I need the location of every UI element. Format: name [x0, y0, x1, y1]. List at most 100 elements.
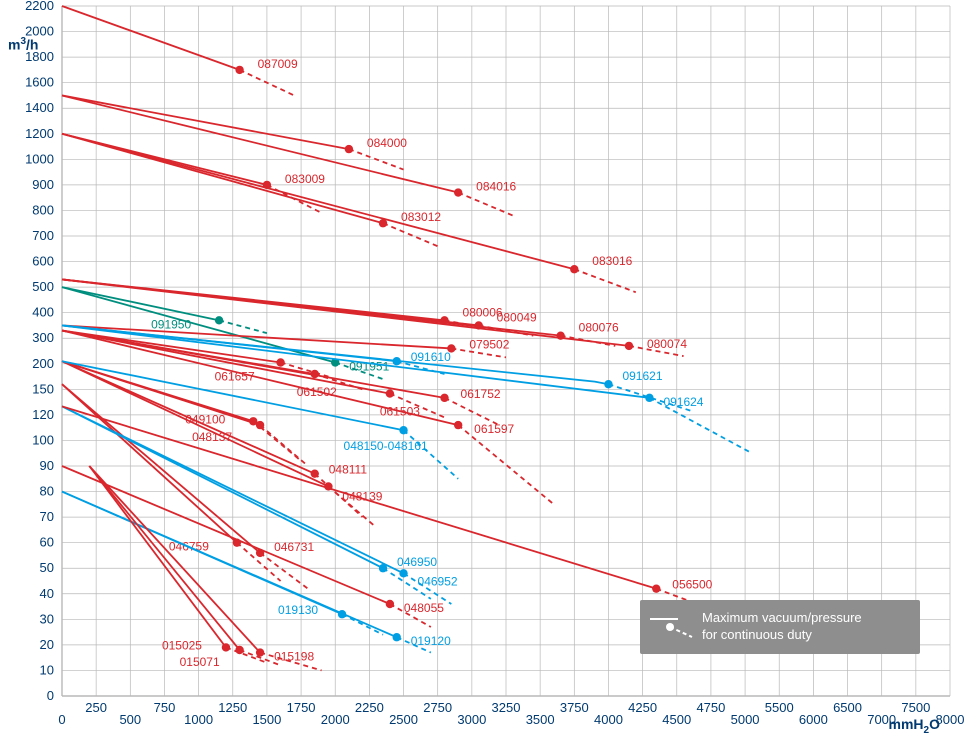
- svg-text:500: 500: [119, 712, 141, 727]
- svg-text:1600: 1600: [25, 75, 54, 90]
- svg-text:1250: 1250: [218, 700, 247, 715]
- svg-text:3750: 3750: [560, 700, 589, 715]
- marker-061597: [454, 421, 462, 429]
- marker-080074: [625, 342, 633, 350]
- svg-text:2000: 2000: [321, 712, 350, 727]
- legend-line1: Maximum vacuum/pressure: [702, 610, 862, 625]
- marker-048055: [386, 600, 394, 608]
- label-091624: 091624: [663, 395, 703, 409]
- label-080074: 080074: [647, 337, 687, 351]
- svg-text:750: 750: [154, 700, 176, 715]
- curve-083016: [62, 134, 574, 269]
- label-048055: 048055: [404, 601, 444, 615]
- svg-text:6000: 6000: [799, 712, 828, 727]
- svg-text:3000: 3000: [457, 712, 486, 727]
- label-019120: 019120: [411, 634, 451, 648]
- label-080049: 080049: [497, 310, 537, 324]
- curve-019120: [62, 492, 397, 638]
- svg-text:600: 600: [32, 254, 54, 269]
- svg-text:500: 500: [32, 279, 54, 294]
- svg-text:400: 400: [32, 305, 54, 320]
- svg-text:3250: 3250: [492, 700, 521, 715]
- curve-015025: [89, 466, 226, 647]
- svg-text:1200: 1200: [25, 126, 54, 141]
- label-015025: 015025: [162, 638, 202, 652]
- svg-text:40: 40: [40, 586, 54, 601]
- svg-text:1750: 1750: [287, 700, 316, 715]
- svg-text:90: 90: [40, 458, 54, 473]
- svg-text:100: 100: [32, 432, 54, 447]
- label-083012: 083012: [401, 210, 441, 224]
- svg-text:200: 200: [32, 356, 54, 371]
- label-084000: 084000: [367, 136, 407, 150]
- marker-046952: [399, 569, 407, 577]
- marker-061657: [276, 358, 284, 366]
- svg-text:60: 60: [40, 535, 54, 550]
- label-080076: 080076: [579, 321, 619, 335]
- label-091950: 091950: [151, 317, 191, 331]
- svg-text:3500: 3500: [526, 712, 555, 727]
- svg-text:80: 80: [40, 484, 54, 499]
- marker-015071: [235, 646, 243, 654]
- label-084016: 084016: [476, 180, 516, 194]
- svg-text:70: 70: [40, 509, 54, 524]
- svg-text:800: 800: [32, 202, 54, 217]
- label-087009: 087009: [258, 57, 298, 71]
- legend-line2: for continuous duty: [702, 627, 812, 642]
- label-015198: 015198: [274, 650, 314, 664]
- svg-text:4000: 4000: [594, 712, 623, 727]
- marker-056500: [652, 584, 660, 592]
- legend-box: Maximum vacuum/pressure for continuous d…: [640, 600, 920, 654]
- label-046950: 046950: [397, 555, 437, 569]
- svg-text:4250: 4250: [628, 700, 657, 715]
- svg-text:10: 10: [40, 662, 54, 677]
- svg-text:2750: 2750: [423, 700, 452, 715]
- label-048150-048161: 048150-048161: [344, 439, 428, 453]
- svg-text:900: 900: [32, 177, 54, 192]
- marker-091950: [215, 316, 223, 324]
- svg-text:20: 20: [40, 637, 54, 652]
- svg-text:4750: 4750: [696, 700, 725, 715]
- label-019130: 019130: [278, 603, 318, 617]
- curve-048139: [62, 361, 328, 486]
- label-061597: 061597: [474, 422, 514, 436]
- svg-text:5500: 5500: [765, 700, 794, 715]
- svg-text:250: 250: [85, 700, 107, 715]
- svg-text:1000: 1000: [25, 151, 54, 166]
- svg-text:5000: 5000: [731, 712, 760, 727]
- x-axis-label: mmH2O: [889, 716, 940, 736]
- label-048111: 048111: [329, 463, 368, 477]
- svg-text:2200: 2200: [25, 0, 54, 13]
- svg-text:150: 150: [32, 381, 54, 396]
- curve-087009: [62, 6, 240, 70]
- marker-084016: [454, 188, 462, 196]
- svg-text:30: 30: [40, 611, 54, 626]
- svg-text:0: 0: [47, 688, 54, 703]
- marker-061752: [440, 394, 448, 402]
- svg-text:1400: 1400: [25, 100, 54, 115]
- label-056500: 056500: [672, 578, 712, 592]
- label-083009: 083009: [285, 172, 325, 186]
- marker-015025: [222, 643, 230, 651]
- svg-text:7500: 7500: [901, 700, 930, 715]
- marker-091621: [604, 380, 612, 388]
- marker-015198: [256, 648, 264, 656]
- label-091621: 091621: [622, 369, 662, 383]
- svg-text:4500: 4500: [662, 712, 691, 727]
- label-046952: 046952: [418, 574, 458, 588]
- label-061752: 061752: [461, 387, 501, 401]
- label-015071: 015071: [180, 655, 220, 669]
- y-axis-label: m3/h: [8, 36, 38, 53]
- label-048139: 048139: [342, 489, 382, 503]
- marker-048111: [311, 469, 319, 477]
- label-083016: 083016: [592, 254, 632, 268]
- label-046731: 046731: [274, 540, 314, 554]
- svg-text:1500: 1500: [252, 712, 281, 727]
- marker-019120: [393, 633, 401, 641]
- svg-text:50: 50: [40, 560, 54, 575]
- curve-084000: [62, 95, 349, 149]
- label-079502: 079502: [469, 337, 509, 351]
- svg-text:2250: 2250: [355, 700, 384, 715]
- marker-061503: [386, 389, 394, 397]
- marker-048150-048161: [399, 426, 407, 434]
